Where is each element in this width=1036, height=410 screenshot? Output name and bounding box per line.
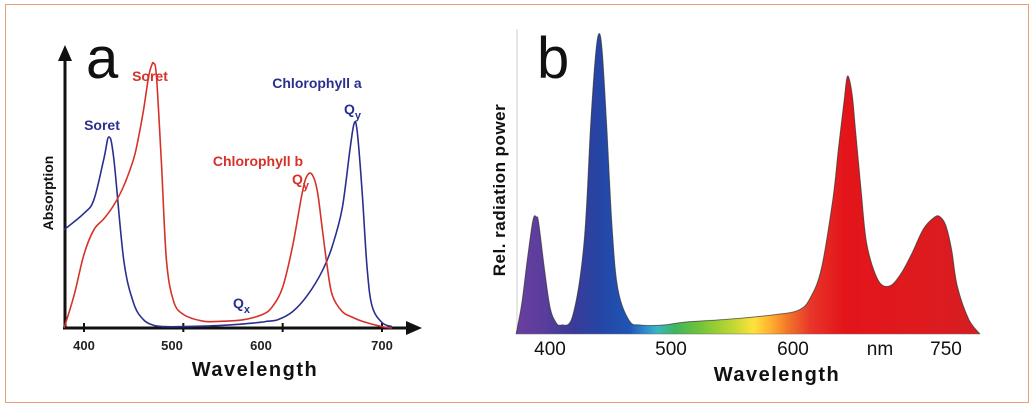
panel-a-absorption-chart: a 400 500 600 700 Wavelength Absorption … xyxy=(40,26,422,381)
panel-b-tick-unit: nm xyxy=(867,339,893,360)
chlorophyll-a-label: Chlorophyll a xyxy=(272,75,362,91)
qx-label: Qx xyxy=(233,295,251,316)
chlorophyll-b-label: Chlorophyll b xyxy=(213,153,303,169)
soret-label-chl-b: Soret xyxy=(132,68,168,84)
qy-label-chl-a: Qy xyxy=(344,101,362,122)
panel-a-tick-700: 700 xyxy=(371,338,393,353)
panel-b-emission-chart: b 400 500 600 nm 750 Wavelength Rel. rad… xyxy=(490,26,981,386)
panel-b-tick-500: 500 xyxy=(655,339,687,360)
panel-a-tick-500: 500 xyxy=(161,338,183,353)
qy-label-chl-b: Qy xyxy=(292,171,310,192)
panel-a-letter: a xyxy=(86,26,119,91)
panel-a-y-title: Absorption xyxy=(40,156,56,231)
panel-b-tick-400: 400 xyxy=(534,339,566,360)
figure-svg: a 400 500 600 700 Wavelength Absorption … xyxy=(40,26,981,386)
panel-a-x-arrow xyxy=(406,321,422,335)
soret-label-chl-a: Soret xyxy=(84,117,120,133)
chlorophyll-a-curve xyxy=(63,120,393,328)
emission-spectrum-outline xyxy=(515,32,981,335)
panel-b-tick-600: 600 xyxy=(777,339,809,360)
panel-b-letter: b xyxy=(537,26,569,91)
panel-b-y-title: Rel. radiation power xyxy=(490,104,509,276)
panel-a-y-arrow xyxy=(58,45,72,61)
panel-a-tick-600: 600 xyxy=(250,338,272,353)
panel-b-tick-750: 750 xyxy=(930,339,962,360)
panel-a-tick-400: 400 xyxy=(73,338,95,353)
chlorophyll-b-curve xyxy=(63,61,392,329)
emission-spectrum-area xyxy=(515,33,981,335)
panel-a-x-title: Wavelength xyxy=(192,359,319,381)
panel-a-tick-marks xyxy=(83,323,383,332)
figure-frame: a 400 500 600 700 Wavelength Absorption … xyxy=(5,4,1029,403)
panel-b-x-title: Wavelength xyxy=(714,364,841,386)
